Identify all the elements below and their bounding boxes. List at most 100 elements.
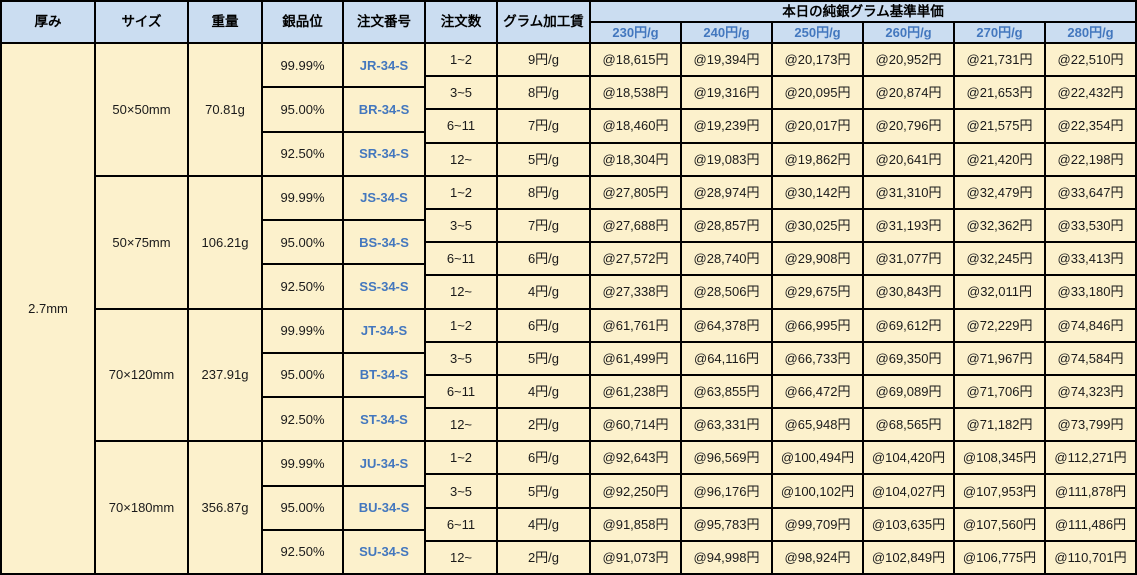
col-header-purity: 銀品位 bbox=[263, 2, 342, 42]
purity-cell: 95.00% bbox=[263, 88, 342, 131]
price-cell: @63,855円 bbox=[682, 375, 771, 408]
price-cell: @31,077円 bbox=[864, 243, 953, 275]
price-cell: @61,238円 bbox=[591, 375, 680, 408]
weight-cell: 356.87g bbox=[189, 442, 261, 573]
price-cell: @20,017円 bbox=[773, 110, 862, 142]
price-cell: @20,874円 bbox=[864, 77, 953, 109]
price-cell: @92,250円 bbox=[591, 475, 680, 507]
order-number-link[interactable]: SR-34-S bbox=[344, 132, 424, 175]
price-cell: @22,354円 bbox=[1046, 110, 1135, 142]
price-tier-header: 250円/g bbox=[773, 23, 862, 42]
order-number-link[interactable]: BU-34-S bbox=[344, 486, 424, 529]
fee-cell: 5円/g bbox=[498, 475, 589, 507]
purity-cell: 92.50% bbox=[263, 132, 342, 175]
price-cell: @102,849円 bbox=[864, 541, 953, 573]
price-cell: @65,948円 bbox=[773, 409, 862, 441]
price-cell: @32,245円 bbox=[955, 243, 1044, 275]
price-cell: @94,998円 bbox=[682, 541, 771, 573]
order-number-link[interactable]: SS-34-S bbox=[344, 265, 424, 308]
order-number-link[interactable]: JR-34-S bbox=[344, 44, 424, 87]
price-cell: @103,635円 bbox=[864, 508, 953, 540]
purity-cell: 92.50% bbox=[263, 530, 342, 573]
order-number-link[interactable]: BS-34-S bbox=[344, 221, 424, 264]
order-number-link[interactable]: JU-34-S bbox=[344, 442, 424, 485]
price-cell: @91,858円 bbox=[591, 508, 680, 540]
price-cell: @18,304円 bbox=[591, 143, 680, 175]
price-cell: @33,647円 bbox=[1046, 176, 1135, 208]
weight-cell: 106.21g bbox=[189, 176, 261, 308]
price-cell: @100,494円 bbox=[773, 442, 862, 474]
price-cell: @96,569円 bbox=[682, 442, 771, 474]
price-cell: @19,239円 bbox=[682, 110, 771, 142]
col-header-order-quantity: 注文数 bbox=[426, 2, 496, 42]
order-number-link[interactable]: SU-34-S bbox=[344, 530, 424, 573]
size-cell: 50×50mm bbox=[96, 44, 187, 175]
purity-cell: 99.99% bbox=[263, 44, 342, 87]
col-header-order-number: 注文番号 bbox=[344, 2, 424, 42]
price-cell: @29,675円 bbox=[773, 276, 862, 308]
price-cell: @106,775円 bbox=[955, 541, 1044, 573]
price-cell: @100,102円 bbox=[773, 475, 862, 507]
price-tier-header: 260円/g bbox=[864, 23, 953, 42]
price-cell: @111,878円 bbox=[1046, 475, 1135, 507]
purity-cell: 92.50% bbox=[263, 265, 342, 308]
price-cell: @21,653円 bbox=[955, 77, 1044, 109]
price-cell: @99,709円 bbox=[773, 508, 862, 540]
fee-cell: 9円/g bbox=[498, 44, 589, 76]
col-header-weight: 重量 bbox=[189, 2, 261, 42]
price-cell: @61,499円 bbox=[591, 342, 680, 374]
price-cell: @32,011円 bbox=[955, 276, 1044, 308]
purity-cell: 95.00% bbox=[263, 353, 342, 396]
price-tier-header: 280円/g bbox=[1046, 23, 1135, 42]
price-cell: @71,967円 bbox=[955, 342, 1044, 374]
price-cell: @33,180円 bbox=[1046, 276, 1135, 308]
price-cell: @96,176円 bbox=[682, 475, 771, 507]
price-cell: @104,027円 bbox=[864, 475, 953, 507]
price-cell: @104,420円 bbox=[864, 442, 953, 474]
purity-cell: 92.50% bbox=[263, 398, 342, 441]
price-cell: @21,731円 bbox=[955, 44, 1044, 76]
order-number-link[interactable]: BT-34-S bbox=[344, 353, 424, 396]
fee-cell: 2円/g bbox=[498, 541, 589, 573]
fee-cell: 7円/g bbox=[498, 110, 589, 142]
price-tier-header: 270円/g bbox=[955, 23, 1044, 42]
price-cell: @69,350円 bbox=[864, 342, 953, 374]
price-cell: @30,142円 bbox=[773, 176, 862, 208]
price-cell: @73,799円 bbox=[1046, 409, 1135, 441]
order-number-link[interactable]: BR-34-S bbox=[344, 88, 424, 131]
col-header-size: サイズ bbox=[96, 2, 187, 42]
price-cell: @30,843円 bbox=[864, 276, 953, 308]
qty-cell: 1~2 bbox=[426, 442, 496, 474]
price-cell: @29,908円 bbox=[773, 243, 862, 275]
price-cell: @72,229円 bbox=[955, 309, 1044, 341]
price-cell: @28,974円 bbox=[682, 176, 771, 208]
price-cell: @61,761円 bbox=[591, 309, 680, 341]
purity-cell: 99.99% bbox=[263, 176, 342, 219]
price-cell: @19,083円 bbox=[682, 143, 771, 175]
order-number-link[interactable]: JS-34-S bbox=[344, 176, 424, 219]
price-cell: @110,701円 bbox=[1046, 541, 1135, 573]
qty-cell: 6~11 bbox=[426, 243, 496, 275]
price-cell: @31,193円 bbox=[864, 209, 953, 242]
price-cell: @18,460円 bbox=[591, 110, 680, 142]
qty-cell: 3~5 bbox=[426, 342, 496, 374]
fee-cell: 5円/g bbox=[498, 342, 589, 374]
price-cell: @22,510円 bbox=[1046, 44, 1135, 76]
price-cell: @74,584円 bbox=[1046, 342, 1135, 374]
price-cell: @33,530円 bbox=[1046, 209, 1135, 242]
order-number-link[interactable]: JT-34-S bbox=[344, 309, 424, 352]
price-cell: @64,116円 bbox=[682, 342, 771, 374]
price-cell: @74,846円 bbox=[1046, 309, 1135, 341]
price-cell: @69,612円 bbox=[864, 309, 953, 341]
order-number-link[interactable]: ST-34-S bbox=[344, 398, 424, 441]
price-cell: @32,479円 bbox=[955, 176, 1044, 208]
price-cell: @20,641円 bbox=[864, 143, 953, 175]
qty-cell: 6~11 bbox=[426, 110, 496, 142]
fee-cell: 8円/g bbox=[498, 176, 589, 208]
price-cell: @30,025円 bbox=[773, 209, 862, 242]
qty-cell: 1~2 bbox=[426, 176, 496, 208]
price-cell: @31,310円 bbox=[864, 176, 953, 208]
price-cell: @108,345円 bbox=[955, 442, 1044, 474]
price-cell: @22,432円 bbox=[1046, 77, 1135, 109]
fee-cell: 4円/g bbox=[498, 276, 589, 308]
